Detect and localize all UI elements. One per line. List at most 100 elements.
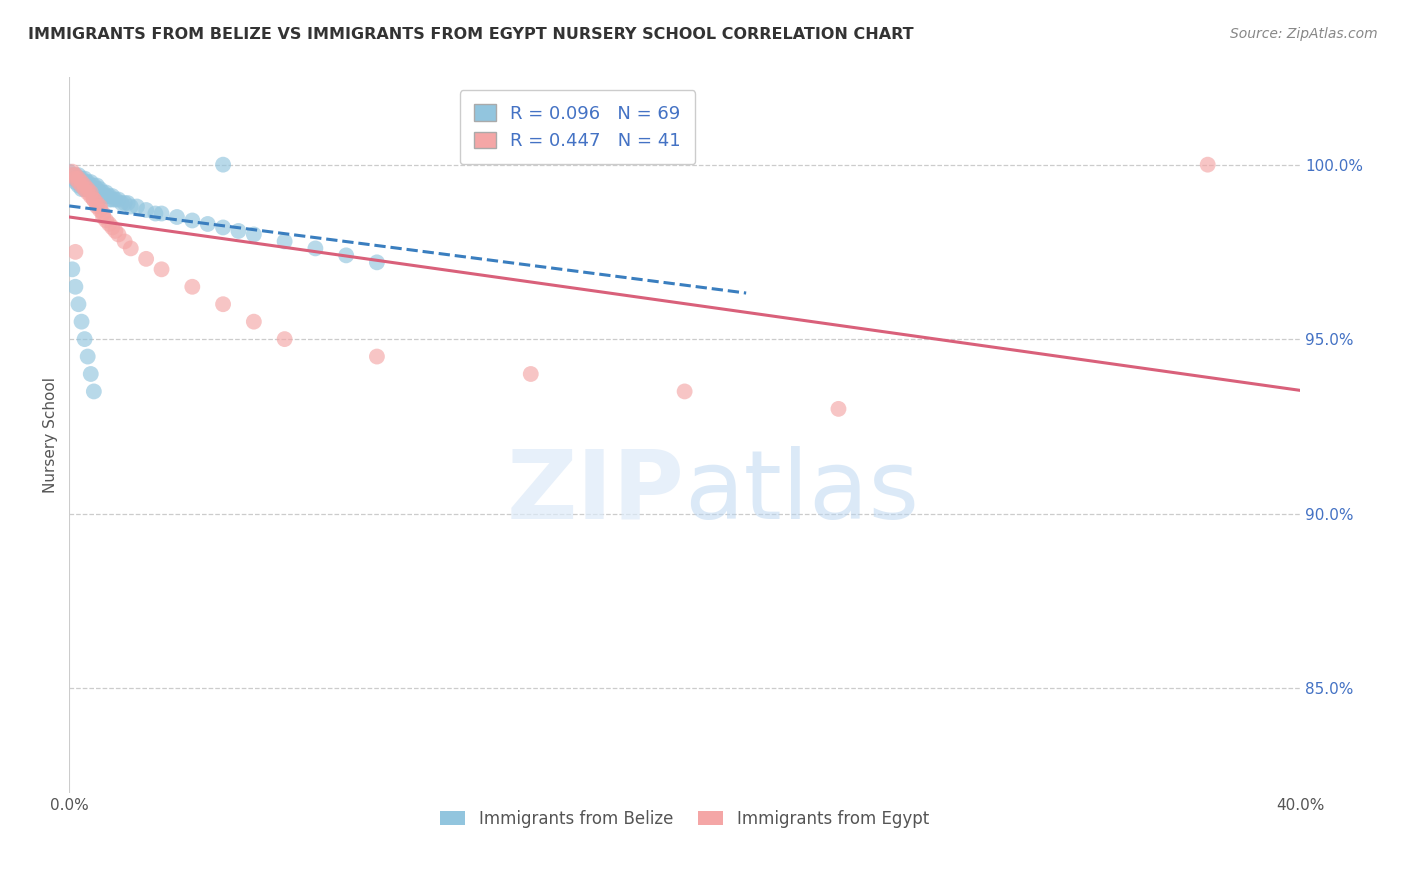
Point bbox=[212, 297, 235, 311]
Point bbox=[197, 217, 219, 231]
Text: atlas: atlas bbox=[685, 446, 920, 539]
Point bbox=[65, 171, 87, 186]
Point bbox=[65, 244, 87, 259]
Point bbox=[76, 350, 98, 364]
Point bbox=[70, 175, 93, 189]
Point bbox=[83, 186, 105, 200]
Point bbox=[67, 171, 90, 186]
Point bbox=[181, 213, 204, 227]
Point bbox=[70, 178, 93, 193]
Point bbox=[80, 186, 103, 200]
Point bbox=[83, 193, 105, 207]
Point bbox=[80, 189, 103, 203]
Point bbox=[60, 171, 83, 186]
Point bbox=[366, 255, 388, 269]
Point bbox=[135, 252, 157, 266]
Point bbox=[181, 279, 204, 293]
Point bbox=[96, 213, 118, 227]
Point bbox=[83, 193, 105, 207]
Point bbox=[86, 196, 108, 211]
Point bbox=[65, 175, 87, 189]
Point bbox=[76, 182, 98, 196]
Point bbox=[166, 210, 188, 224]
Point bbox=[76, 175, 98, 189]
Point bbox=[120, 241, 142, 255]
Point bbox=[243, 315, 266, 329]
Point bbox=[70, 171, 93, 186]
Point bbox=[366, 350, 388, 364]
Point bbox=[73, 178, 96, 193]
Point bbox=[107, 193, 129, 207]
Point bbox=[67, 171, 90, 186]
Point bbox=[98, 189, 121, 203]
Point bbox=[114, 196, 136, 211]
Point bbox=[86, 182, 108, 196]
Point bbox=[101, 193, 124, 207]
Point bbox=[98, 217, 121, 231]
Point bbox=[273, 235, 295, 249]
Point bbox=[91, 206, 114, 220]
Point bbox=[125, 200, 148, 214]
Point bbox=[107, 227, 129, 242]
Point bbox=[80, 182, 103, 196]
Point bbox=[60, 262, 83, 277]
Point bbox=[67, 297, 90, 311]
Point bbox=[145, 206, 167, 220]
Point bbox=[65, 168, 87, 182]
Point bbox=[89, 186, 111, 200]
Point bbox=[91, 210, 114, 224]
Point bbox=[73, 332, 96, 346]
Point bbox=[83, 384, 105, 399]
Legend: Immigrants from Belize, Immigrants from Egypt: Immigrants from Belize, Immigrants from … bbox=[434, 803, 935, 834]
Point bbox=[76, 178, 98, 193]
Point bbox=[96, 189, 118, 203]
Point bbox=[150, 206, 173, 220]
Point bbox=[120, 200, 142, 214]
Point bbox=[73, 175, 96, 189]
Point bbox=[89, 202, 111, 217]
Point bbox=[91, 189, 114, 203]
Point bbox=[70, 178, 93, 193]
Point bbox=[135, 202, 157, 217]
Text: IMMIGRANTS FROM BELIZE VS IMMIGRANTS FROM EGYPT NURSERY SCHOOL CORRELATION CHART: IMMIGRANTS FROM BELIZE VS IMMIGRANTS FRO… bbox=[28, 27, 914, 42]
Point bbox=[70, 182, 93, 196]
Point bbox=[89, 182, 111, 196]
Point bbox=[73, 182, 96, 196]
Point bbox=[70, 175, 93, 189]
Point bbox=[98, 193, 121, 207]
Point bbox=[520, 367, 543, 381]
Point bbox=[91, 186, 114, 200]
Point bbox=[150, 262, 173, 277]
Point bbox=[114, 235, 136, 249]
Text: ZIP: ZIP bbox=[506, 446, 685, 539]
Point bbox=[80, 367, 103, 381]
Point bbox=[1197, 158, 1219, 172]
Point bbox=[101, 220, 124, 235]
Point bbox=[73, 182, 96, 196]
Point bbox=[67, 175, 90, 189]
Point bbox=[243, 227, 266, 242]
Point bbox=[117, 196, 139, 211]
Point bbox=[73, 171, 96, 186]
Point bbox=[101, 189, 124, 203]
Point bbox=[58, 164, 80, 178]
Point bbox=[60, 168, 83, 182]
Point bbox=[65, 279, 87, 293]
Point bbox=[273, 332, 295, 346]
Point bbox=[65, 168, 87, 182]
Point bbox=[83, 182, 105, 196]
Point bbox=[70, 315, 93, 329]
Point bbox=[67, 178, 90, 193]
Point bbox=[110, 196, 132, 211]
Text: Source: ZipAtlas.com: Source: ZipAtlas.com bbox=[1230, 27, 1378, 41]
Point bbox=[76, 186, 98, 200]
Point bbox=[65, 171, 87, 186]
Point bbox=[228, 224, 250, 238]
Point bbox=[86, 178, 108, 193]
Point bbox=[104, 224, 127, 238]
Point bbox=[89, 200, 111, 214]
Point bbox=[60, 164, 83, 178]
Point bbox=[96, 186, 118, 200]
Point bbox=[335, 248, 357, 262]
Point bbox=[76, 182, 98, 196]
